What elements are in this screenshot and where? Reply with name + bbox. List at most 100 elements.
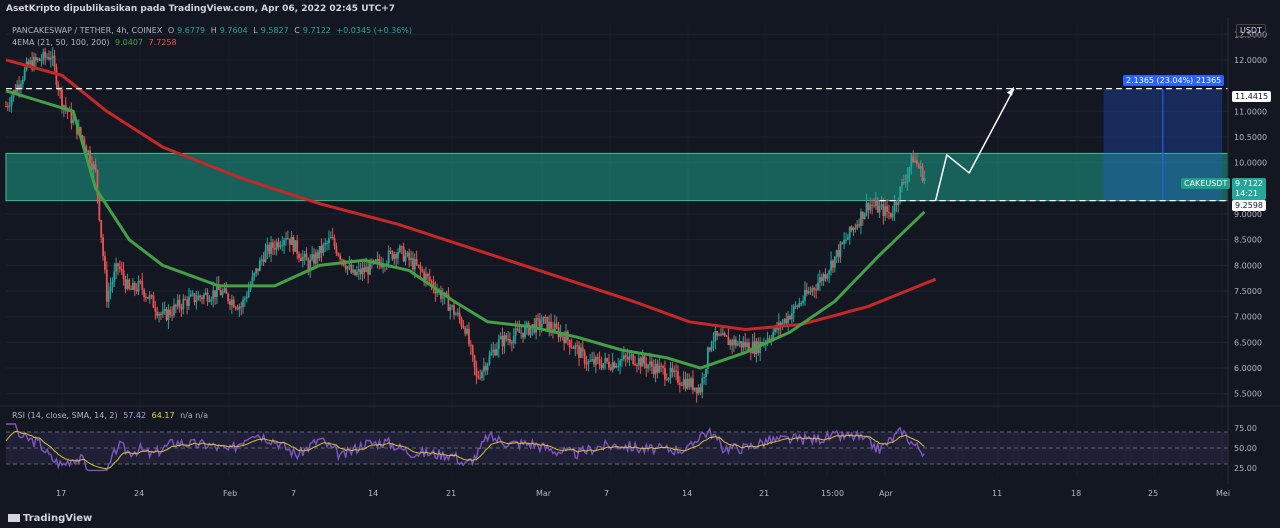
candle-body	[615, 366, 618, 368]
candle-body	[604, 358, 607, 364]
candle-body	[665, 379, 668, 381]
candle-body	[602, 363, 605, 369]
candle-body	[824, 274, 827, 279]
candle-body	[525, 322, 528, 327]
candle-body	[697, 387, 700, 394]
candle-body	[482, 366, 485, 372]
candle-body	[406, 252, 409, 256]
high-value: 9.7604	[219, 26, 248, 35]
candle-body	[555, 323, 558, 328]
tradingview-logo[interactable]: TradingView	[8, 513, 92, 524]
candle-body	[18, 84, 20, 89]
candle-body	[357, 268, 360, 272]
candle-body	[723, 333, 726, 336]
candle-body	[809, 291, 812, 293]
candle-body	[152, 295, 155, 308]
candle-body	[751, 341, 754, 353]
y-tick-label: 7.0000	[1234, 313, 1262, 322]
candle-body	[680, 384, 683, 386]
candle-body	[703, 377, 706, 379]
candle-body	[292, 236, 295, 252]
rsi-tick-label: 25.00	[1234, 464, 1257, 473]
candle-body	[391, 251, 394, 260]
measure-label: 2.1365 (23.04%) 21365	[1123, 75, 1225, 86]
candle-body	[107, 291, 110, 302]
rsi-tick-label: 75.00	[1234, 424, 1257, 433]
candle-body	[846, 237, 849, 240]
candle-body	[637, 358, 640, 366]
candle-body	[161, 311, 164, 315]
candle-body	[184, 299, 187, 301]
candle-body	[72, 119, 75, 124]
candle-body	[238, 306, 241, 310]
candle-body	[94, 164, 97, 170]
candle-body	[232, 299, 235, 308]
candle-body	[316, 252, 319, 259]
candle-body	[456, 312, 459, 315]
candle-body	[40, 60, 43, 62]
currency-badge[interactable]: USDT	[1236, 24, 1266, 37]
candle-body	[774, 326, 776, 333]
candle-body	[408, 252, 411, 261]
candle-body	[117, 263, 119, 267]
candle-body	[87, 150, 90, 153]
y-tick-label: 5.5000	[1234, 390, 1262, 399]
candle-body	[537, 318, 539, 320]
candle-body	[686, 378, 689, 389]
candle-body	[210, 299, 213, 302]
candle-body	[376, 259, 379, 262]
last-price: 9.7122	[1235, 179, 1263, 188]
rsi-label: RSI (14, close, SMA, 14, 2)	[12, 411, 118, 420]
candle-body	[919, 166, 922, 169]
candle-body	[710, 342, 713, 351]
candle-body	[286, 238, 289, 240]
candle-body	[867, 202, 870, 211]
candle-body	[404, 255, 407, 262]
candle-body	[132, 282, 134, 290]
candle-body	[660, 365, 663, 367]
candle-body	[333, 238, 336, 247]
candle-body	[796, 305, 799, 307]
candle-body	[201, 297, 203, 299]
candle-body	[650, 361, 653, 367]
candle-body	[48, 57, 50, 60]
rsi-ma-line	[5, 430, 925, 470]
candle-body	[460, 318, 463, 326]
candle-body	[81, 135, 84, 139]
candle-body	[462, 325, 465, 328]
candle-body	[497, 338, 500, 349]
candle-body	[568, 339, 571, 348]
candle-body	[55, 66, 58, 85]
candle-body	[344, 265, 347, 270]
candle-body	[899, 186, 902, 202]
candle-body	[230, 299, 233, 306]
candle-body	[701, 378, 704, 393]
candle-body	[624, 355, 627, 358]
candle-body	[167, 309, 170, 321]
candle-body	[484, 366, 487, 371]
candle-body	[249, 285, 252, 290]
candle-body	[893, 202, 896, 214]
candle-body	[779, 322, 782, 327]
candle-body	[891, 213, 894, 218]
candle-body	[410, 258, 412, 261]
candle-body	[331, 236, 334, 239]
candle-body	[714, 331, 717, 341]
candle-body	[589, 360, 592, 362]
low-label: L	[253, 26, 258, 35]
candle-body	[290, 236, 293, 245]
candle-body	[475, 367, 478, 376]
open-value: 9.6779	[177, 26, 206, 35]
y-tick-label: 9.0000	[1234, 210, 1262, 219]
candle-body	[104, 255, 106, 270]
candle-body	[124, 278, 127, 289]
candle-body	[253, 273, 256, 277]
candle-body	[449, 306, 452, 311]
candle-body	[856, 224, 859, 228]
tradingview-icon	[8, 514, 20, 522]
candle-body	[850, 226, 853, 231]
candle-body	[617, 365, 620, 367]
candle-body	[490, 352, 493, 356]
candle-body	[690, 378, 692, 387]
